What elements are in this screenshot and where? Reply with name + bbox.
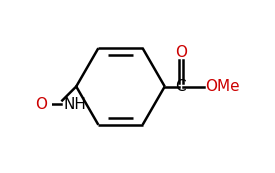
Text: O: O	[175, 45, 187, 60]
Text: OMe: OMe	[206, 79, 240, 94]
Text: NH: NH	[64, 97, 86, 112]
Text: C: C	[176, 79, 186, 94]
Text: O: O	[36, 97, 48, 112]
